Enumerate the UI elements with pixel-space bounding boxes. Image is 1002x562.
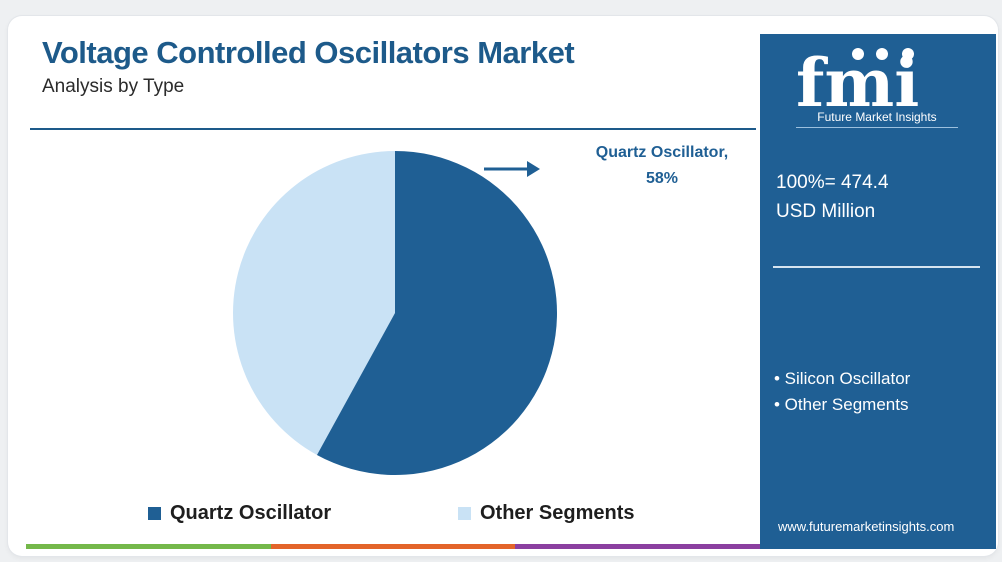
legend-item-other: Other Segments (458, 502, 634, 525)
pie-slice-quartz-oscillator (316, 151, 558, 475)
annotation-label: Quartz Oscillator, (595, 144, 729, 161)
legend-swatch-other (458, 507, 471, 520)
pie-slice-other-segments (233, 151, 395, 455)
legend-item-quartz: Quartz Oscillator (148, 502, 331, 525)
legend-label-quartz: Quartz Oscillator (170, 502, 332, 524)
info-panel (760, 34, 996, 549)
bottom-bar-green (26, 544, 271, 549)
bottom-bar-purple (515, 544, 761, 549)
fmi-logo: fmi (796, 44, 919, 112)
legend-label-other: Other Segments (480, 502, 635, 524)
logo-tagline: Future Market Insights (817, 110, 937, 124)
bullet-silicon: • Silicon Oscillator (774, 369, 911, 388)
market-total: 100%= 474.4 USD Million (776, 168, 889, 226)
legend-swatch-quartz (148, 507, 161, 520)
callout-arrow-head (527, 161, 540, 177)
pie-annotation: Quartz Oscillator, 58% (572, 140, 752, 192)
website-url: www.futuremarketinsights.com (778, 519, 955, 534)
market-total-value: 100%= 474.4 (776, 172, 889, 193)
logo-dot-1 (852, 48, 864, 60)
annotation-value: 58% (645, 170, 679, 187)
panel-divider (773, 266, 980, 268)
bottom-bar-orange (270, 544, 516, 549)
logo-wordmark: fmi (796, 44, 919, 112)
logo-dot-3 (902, 48, 914, 60)
chart-subtitle: Analysis by Type (42, 76, 185, 97)
logo-dot-2 (876, 48, 888, 60)
bottom-color-bar (26, 544, 761, 549)
logo-underline (796, 127, 958, 128)
market-total-unit: USD Million (776, 201, 876, 222)
title-divider (30, 128, 756, 130)
bullet-other: • Other Segments (774, 395, 909, 414)
segment-bullet-list: • Silicon Oscillator • Other Segments (774, 366, 910, 418)
pie-chart (233, 151, 558, 475)
chart-title: Voltage Controlled Oscillators Market (42, 35, 575, 70)
